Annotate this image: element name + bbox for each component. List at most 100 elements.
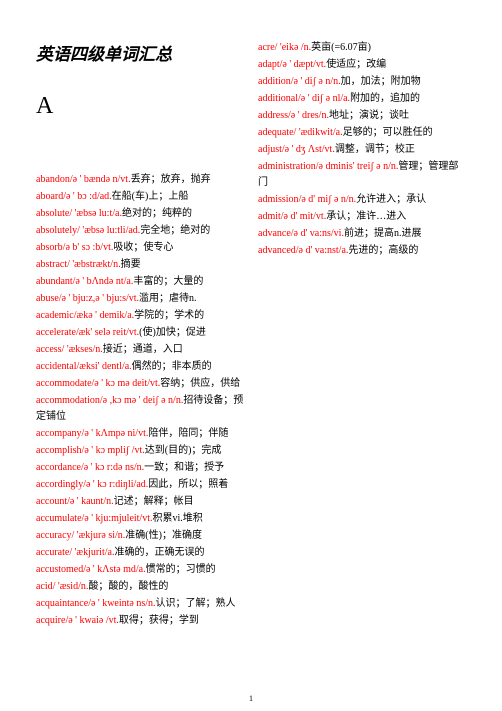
entry-definition: 调整，调节；校正 (335, 144, 415, 155)
entry-definition: 承认；准许…进入 (326, 211, 406, 222)
entry-word: access (36, 344, 62, 355)
entry-phonetic: /ə ' kaunt/n. (67, 496, 114, 507)
page-title: 英语四级单词汇总 (36, 40, 244, 65)
entry-word: accommodate (36, 378, 92, 389)
vocabulary-entry: accommodate/ə ' kɔ mə deit/vt.容纳；供应，供给 (36, 376, 244, 392)
entry-word: aboard (36, 191, 63, 202)
entry-definition: 滥用；虐待n. (139, 293, 197, 304)
vocabulary-entry: academic/ækə ' demik/a.学院的；学术的 (36, 308, 244, 324)
entry-word: admission (258, 194, 299, 205)
entry-word: accordingly (36, 479, 83, 490)
entry-phonetic: / 'eikə /n. (275, 42, 312, 53)
entry-phonetic: /ə ' kɔ mpliʃ /vt. (82, 445, 145, 456)
entry-word: advance (258, 228, 291, 239)
entry-phonetic: / 'æbsə lu:t/a. (69, 208, 122, 219)
entry-phonetic: /ə dminis' treiʃ ə n/n. (316, 161, 399, 172)
entry-definition: 一致；和谐；授予 (144, 462, 224, 473)
entry-phonetic: /ə ' dʒ Λst/vt. (282, 144, 335, 155)
entry-definition: 丢弃；放弃，抛弃 (131, 174, 211, 185)
vocabulary-entry: absorb/ə b' sɔ :b/vt.吸收；使专心 (36, 240, 244, 256)
entry-phonetic: /ə d' va:nst/a. (296, 245, 349, 256)
entry-phonetic: /ə ' kweintə ns/n. (88, 598, 155, 609)
entry-word: addition (258, 76, 291, 87)
entry-word: accompany (36, 428, 82, 439)
entry-definition: 加，加法；附加物 (341, 76, 421, 87)
vocabulary-entry: abstract/ 'æbstrækt/n.摘要 (36, 257, 244, 273)
entry-phonetic: /ə d' miʃ ə n/n. (299, 194, 357, 205)
entry-phonetic: /ə ' bɔ :d/ad. (63, 191, 111, 202)
vocabulary-entry: accomplish/ə ' kɔ mpliʃ /vt.达到(目的)；完成 (36, 443, 244, 459)
entry-definition: 接近；通道，入口 (103, 344, 183, 355)
entry-phonetic: /ə ' kΛstə md/a. (83, 564, 145, 575)
entry-definition: 陪伴，陪同；伴随 (148, 428, 228, 439)
vocabulary-entry: advanced/ə d' va:nst/a.先进的；高级的 (258, 243, 466, 259)
entry-definition: 学院的；学术的 (134, 310, 204, 321)
entry-phonetic: /ə ' kɔ mə deit/vt. (92, 378, 161, 389)
entry-definition: 足够的；可以胜任的 (343, 127, 433, 138)
entry-definition: 使适应；改编 (326, 59, 386, 70)
entry-phonetic: / 'ækjurit/a. (69, 547, 114, 558)
vocabulary-entry: accumulate/ə ' kju:mjuleit/vt.积累vi.堆积 (36, 511, 244, 527)
vocabulary-entry: acid/ 'æsid/n.酸；酸的，酸性的 (36, 579, 244, 595)
entry-definition: 摘要 (121, 259, 141, 270)
vocabulary-entry: absolute/ 'æbsə lu:t/a.绝对的；纯粹的 (36, 206, 244, 222)
entry-phonetic: / 'æsid/n. (53, 581, 89, 592)
entry-word: address (258, 110, 288, 121)
vocabulary-entry: access/ 'ækses/n.接近；通道，入口 (36, 342, 244, 358)
page-content: 英语四级单词汇总 A abandon/ə ' bændə n/vt.丢弃；放弃，… (0, 0, 502, 660)
vocabulary-entry: adjust/ə ' dʒ Λst/vt.调整，调节；校正 (258, 142, 466, 158)
entry-word: adapt (258, 59, 280, 70)
entry-word: accustomed (36, 564, 83, 575)
page-number: 1 (0, 694, 502, 703)
entry-definition: 完全地；绝对的 (140, 225, 210, 236)
entry-word: abandon (36, 174, 70, 185)
entry-phonetic: /ə ' dres/n. (288, 110, 329, 121)
entry-definition: 取得；获得；学到 (119, 615, 199, 626)
entry-phonetic: /ə b' sɔ :b/vt. (63, 242, 114, 253)
entry-phonetic: / 'ædikwit/a. (294, 127, 343, 138)
entry-definition: 绝对的；纯粹的 (122, 208, 192, 219)
entry-word: abstract (36, 259, 67, 270)
entry-definition: 容纳；供应，供给 (160, 378, 240, 389)
entry-definition: 准确(性)；准确度 (125, 530, 202, 541)
entry-definition: 达到(目的)；完成 (145, 445, 222, 456)
vocabulary-entry: abandon/ə ' bændə n/vt.丢弃；放弃，抛弃 (36, 172, 244, 188)
entry-phonetic: /ə ' kwaiə /vt. (65, 615, 118, 626)
entry-phonetic: /ə ' kɔ r:də ns/n. (81, 462, 144, 473)
vocabulary-entry: accurate/ 'ækjurit/a.准确的，正确无误的 (36, 545, 244, 561)
vocabulary-entry: accuracy/ 'ækjurə si/n.准确(性)；准确度 (36, 528, 244, 544)
entry-phonetic: /ə ,kɔ mə ' deiʃ ə n/n. (100, 395, 183, 406)
vocabulary-entry: accustomed/ə ' kΛstə md/a.惯常的；习惯的 (36, 562, 244, 578)
entry-word: academic (36, 310, 74, 321)
entry-phonetic: /æksi' dentl/a. (77, 361, 132, 372)
vocabulary-entry: acre/ 'eikə /n.英亩(=6.07亩) (258, 40, 466, 56)
vocabulary-entry: admit/ə d' mit/vt.承认；准许…进入 (258, 209, 466, 225)
section-letter: A (36, 93, 244, 120)
vocabulary-entry: additional/ə ' diʃ ə nl/a.附加的，追加的 (258, 91, 466, 107)
vocabulary-entry: addition/ə ' diʃ ə n/n.加，加法；附加物 (258, 74, 466, 90)
entry-word: absorb (36, 242, 63, 253)
entry-word: acid (36, 581, 53, 592)
entry-phonetic: /ə d' va:ns/vi. (291, 228, 344, 239)
entry-phonetic: /ækə ' demik/a. (74, 310, 134, 321)
entry-word: accordance (36, 462, 81, 473)
entry-phonetic: /ə ' dæpt/vt. (280, 59, 327, 70)
vocabulary-entry: accidental/æksi' dentl/a.偶然的；非本质的 (36, 359, 244, 375)
vocabulary-entry: advance/ə d' va:ns/vi.前进；提高n.进展 (258, 226, 466, 242)
entry-phonetic: /ə ' kɔ r:diŋli/ad. (83, 479, 148, 490)
entry-phonetic: /ə d' mit/vt. (281, 211, 326, 222)
vocabulary-entry: aboard/ə ' bɔ :d/ad.在船(车)上；上船 (36, 189, 244, 205)
vocabulary-entry: acquire/ə ' kwaiə /vt.取得；获得；学到 (36, 613, 244, 629)
entry-phonetic: /ə ' diʃ ə nl/a. (298, 93, 350, 104)
entry-definition: 在船(车)上；上船 (112, 191, 189, 202)
entry-definition: 惯常的；习惯的 (146, 564, 216, 575)
entry-word: adequate (258, 127, 294, 138)
vocabulary-entry: admission/ə d' miʃ ə n/n.允许进入；承认 (258, 192, 466, 208)
entry-phonetic: /ə ' kΛmpə ni/vt. (82, 428, 149, 439)
entry-word: accidental (36, 361, 77, 372)
entry-phonetic: /ə ' bju:z,ə ' bju:s/vt. (59, 293, 139, 304)
entry-phonetic: /æk' selə reit/vt. (76, 327, 139, 338)
entry-word: accomplish (36, 445, 82, 456)
entry-word: abundant (36, 276, 73, 287)
entry-word: admit (258, 211, 281, 222)
